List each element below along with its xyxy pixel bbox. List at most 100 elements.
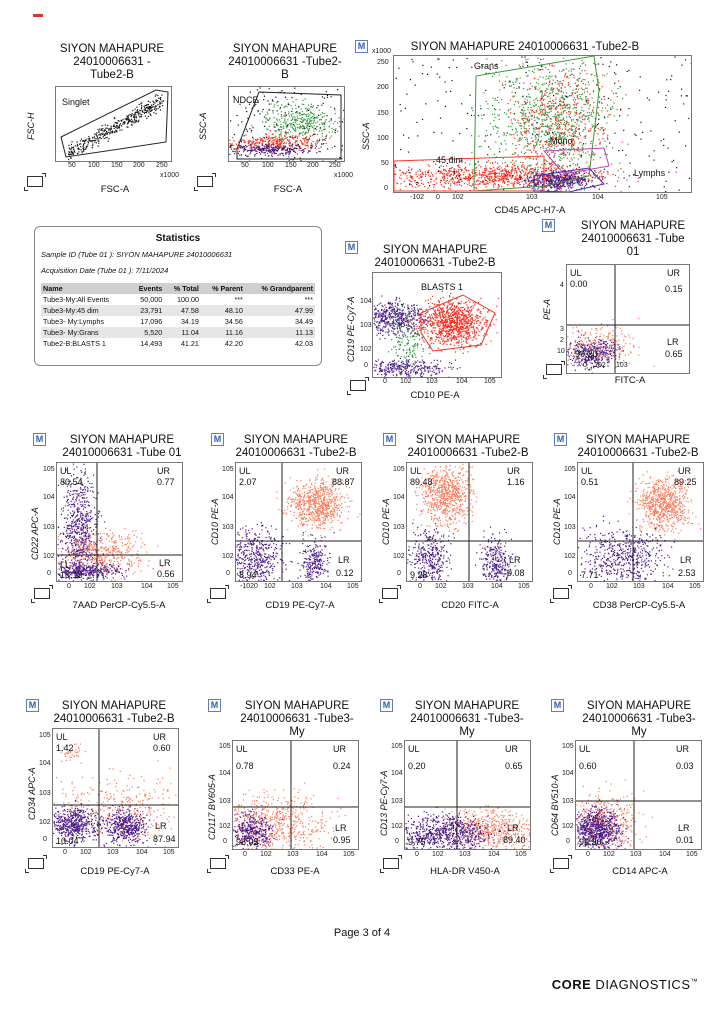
event-dot [491,175,493,177]
event-dot [394,314,396,316]
event-dot [611,163,613,165]
event-dot [285,131,287,134]
event-dot [586,161,588,163]
zoom-icon[interactable] [24,173,46,191]
event-dot [463,178,465,180]
event-dot [437,171,439,173]
event-dot [528,132,530,134]
event-dot [424,315,426,317]
event-dot [308,109,310,111]
event-dot [385,366,387,368]
event-dot [403,134,405,136]
event-dot [564,107,567,109]
event-dot [115,126,117,128]
event-dot [410,369,412,371]
y-axis-label: SSC-A [361,122,371,150]
event-dot [276,146,278,148]
event-dot [572,124,574,126]
event-dot [520,178,522,180]
event-dot [400,303,403,305]
event-dot [466,128,468,130]
event-dot [384,304,386,306]
event-dot [333,128,335,131]
event-dot [93,139,95,142]
event-dot [318,130,321,132]
event-dot [538,177,540,179]
event-dot [271,99,273,101]
event-dot [531,140,533,143]
zoom-icon[interactable] [194,173,216,191]
event-dot [375,308,377,310]
event-dot [374,320,376,322]
event-dot [279,153,281,155]
event-dot [557,89,559,91]
event-dot [571,141,573,143]
event-dot [598,188,600,190]
event-dot [584,170,586,172]
event-dot [533,169,535,171]
event-dot [578,128,580,130]
event-dot [552,178,554,180]
event-dot [574,177,576,179]
event-dot [576,179,578,181]
event-dot [409,182,411,185]
event-dot [518,169,520,171]
event-dot [505,165,507,168]
event-dot [486,134,489,136]
event-dot [323,123,326,125]
event-dot [485,175,487,177]
event-dot [550,87,552,89]
event-dot [562,184,564,186]
event-dot [565,68,568,70]
event-dot [276,118,278,120]
event-dot [294,151,296,153]
event-dot [532,140,534,142]
event-dot [254,142,256,144]
event-dot [286,127,288,129]
event-dot [401,320,403,323]
event-dot [518,138,520,140]
event-dot [307,104,310,106]
event-dot [514,119,516,121]
event-dot [554,82,556,84]
event-dot [430,172,433,174]
event-dot [450,174,452,176]
event-dot [505,174,507,177]
event-dot [233,133,236,136]
event-dot [331,131,333,133]
event-dot [283,142,285,144]
event-dot [640,121,642,123]
event-dot [531,118,533,120]
event-dot [313,119,315,121]
event-dot [505,135,508,137]
event-dot [506,173,508,175]
event-dot [600,183,602,185]
event-dot [558,90,560,92]
event-dot [437,58,439,60]
event-dot [304,108,307,110]
event-dot [485,186,487,188]
event-dot [488,146,490,148]
event-dot [334,120,336,122]
event-dot [577,163,579,165]
y-tick: 50 [381,160,389,167]
event-dot [373,318,376,320]
event-dot [667,147,669,149]
event-dot [487,154,489,156]
event-dot [153,101,155,103]
event-dot [521,115,523,117]
event-dot [308,122,310,124]
event-dot [269,117,271,119]
event-dot [598,118,600,120]
event-dot [542,112,544,114]
event-dot [504,112,506,114]
event-dot [310,148,312,150]
event-dot [252,140,254,142]
event-dot [498,114,500,117]
event-dot [600,57,602,59]
event-dot [398,323,400,325]
event-dot [561,178,563,180]
event-dot [298,113,300,115]
event-dot [106,132,108,134]
event-dot [573,99,575,101]
